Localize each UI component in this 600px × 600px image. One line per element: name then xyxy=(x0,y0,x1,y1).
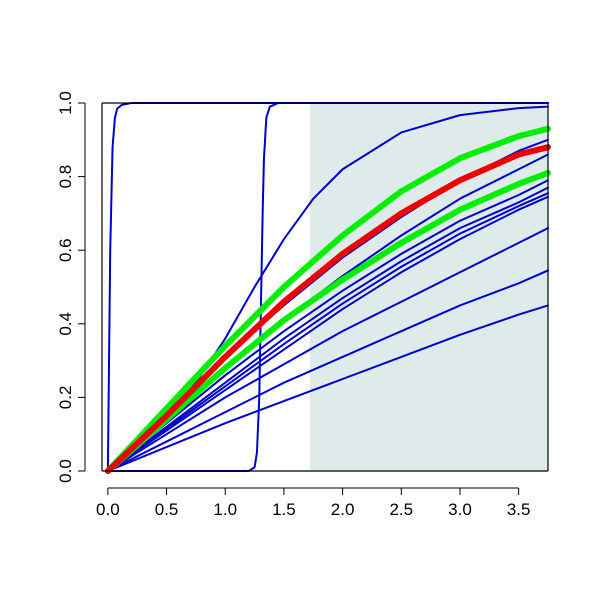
series-line-6 xyxy=(106,179,549,472)
x-tick-label: 0.5 xyxy=(155,500,179,519)
series-line-2 xyxy=(106,102,549,472)
x-tick-label: 2.0 xyxy=(331,500,355,519)
y-tick-label: 1.0 xyxy=(56,91,75,115)
x-tick-label: 2.5 xyxy=(389,500,413,519)
y-tick-label: 0.0 xyxy=(56,459,75,483)
axes-layer: 0.0 0.5 1.0 1.5 2.0 2.5 3.0 3.5 0.0 0.2 0.4 0.6 0.8 1… xyxy=(56,91,549,519)
y-tick-label: 0.2 xyxy=(56,386,75,410)
series-line-9 xyxy=(106,195,549,472)
series-layer xyxy=(104,102,551,474)
y-tick-label: 0.4 xyxy=(56,312,75,336)
series-line-10 xyxy=(106,227,549,472)
x-tick-label: 1.0 xyxy=(213,500,237,519)
x-tick-label: 3.0 xyxy=(448,500,472,519)
series-line-14 xyxy=(104,169,551,474)
series-line-13 xyxy=(104,125,551,474)
x-tick-label: 3.5 xyxy=(507,500,531,519)
series-line-11 xyxy=(106,269,549,472)
x-tick-label: 0.0 xyxy=(96,500,120,519)
y-tick-label: 0.8 xyxy=(56,165,75,189)
series-line-8 xyxy=(106,192,549,472)
series-line-7 xyxy=(106,186,549,472)
series-line-15 xyxy=(104,144,551,474)
series-line-12 xyxy=(106,304,549,472)
x-tick-label: 1.5 xyxy=(272,500,296,519)
y-tick-label: 0.6 xyxy=(56,238,75,262)
